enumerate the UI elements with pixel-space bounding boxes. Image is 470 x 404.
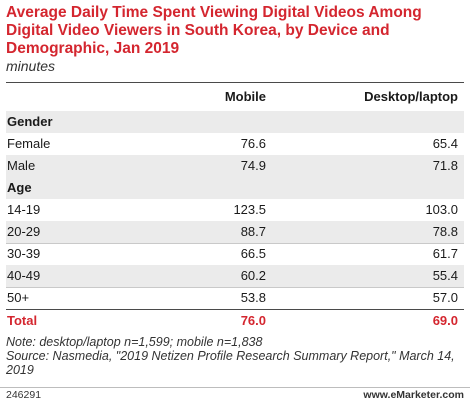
chart-title: Average Daily Time Spent Viewing Digital… [6, 4, 422, 57]
section-label: Age [7, 180, 32, 195]
desktop-value: 65.4 [432, 136, 458, 151]
note-text: Note: desktop/laptop n=1,599; mobile n=1… [6, 335, 263, 349]
desktop-value: 71.8 [432, 158, 458, 173]
table-row: 40-49 60.2 55.4 [6, 265, 464, 288]
desktop-value: 61.7 [432, 246, 458, 261]
brand-link[interactable]: www.eMarketer.com [363, 389, 464, 401]
table-row: 20-29 88.7 78.8 [6, 221, 464, 244]
mobile-value: 76.0 [240, 313, 266, 328]
mobile-value: 76.6 [240, 136, 266, 151]
row-label: Male [7, 158, 36, 173]
row-label: 50+ [7, 290, 30, 305]
desktop-value: 69.0 [432, 313, 458, 328]
table-row: 50+ 53.8 57.0 [6, 287, 464, 310]
chart-subtitle: minutes [6, 58, 56, 74]
header-row: Mobile Desktop/laptop [6, 86, 464, 108]
footer-bar: 246291 www.eMarketer.com [0, 387, 470, 404]
row-label: 30-39 [7, 246, 41, 261]
total-row: Total 76.0 69.0 [6, 309, 464, 332]
column-header-mobile: Mobile [224, 89, 266, 104]
table-row: Female 76.6 65.4 [6, 133, 464, 156]
table-row: Male 74.9 71.8 [6, 155, 464, 178]
header-rule [6, 82, 464, 83]
mobile-value: 60.2 [240, 268, 266, 283]
table-row: 30-39 66.5 61.7 [6, 243, 464, 266]
column-header-desktop: Desktop/laptop [364, 89, 458, 104]
table-row: 14-19 123.5 103.0 [6, 199, 464, 222]
desktop-value: 55.4 [432, 268, 458, 283]
mobile-value: 74.9 [240, 158, 266, 173]
section-row-gender: Gender [6, 111, 464, 133]
notes: Note: desktop/laptop n=1,599; mobile n=1… [6, 335, 464, 377]
row-label: Female [7, 136, 51, 151]
source-text: Source: Nasmedia, "2019 Netizen Profile … [6, 349, 455, 377]
row-label: Total [7, 313, 38, 328]
desktop-value: 78.8 [432, 224, 458, 239]
row-label: 14-19 [7, 202, 41, 217]
section-label: Gender [7, 114, 53, 129]
chart-id: 246291 [6, 389, 42, 401]
row-label: 20-29 [7, 224, 41, 239]
mobile-value: 123.5 [233, 202, 266, 217]
section-row-age: Age [6, 177, 464, 199]
mobile-value: 88.7 [240, 224, 266, 239]
row-label: 40-49 [7, 268, 41, 283]
desktop-value: 57.0 [432, 290, 458, 305]
desktop-value: 103.0 [425, 202, 458, 217]
mobile-value: 66.5 [240, 246, 266, 261]
mobile-value: 53.8 [240, 290, 266, 305]
